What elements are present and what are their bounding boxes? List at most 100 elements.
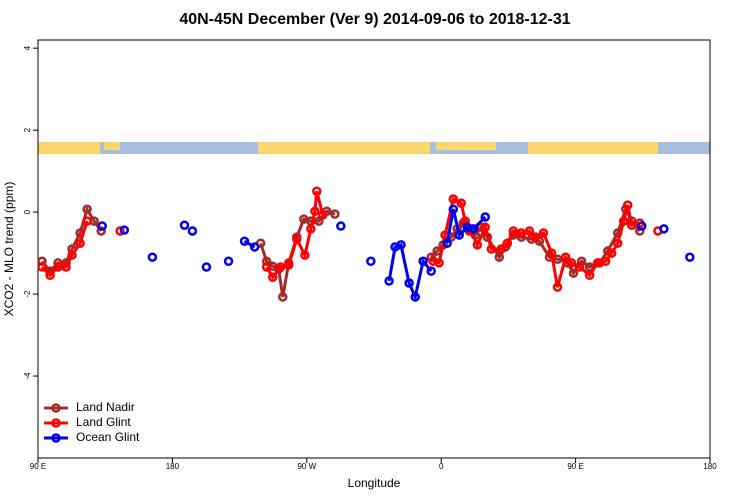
data-point [261, 262, 272, 272]
data-point [147, 252, 158, 262]
y-tick-label: 4 [23, 45, 32, 50]
data-point [552, 282, 563, 292]
data-point [37, 262, 47, 272]
legend-marker [51, 403, 61, 413]
data-point [659, 224, 669, 234]
data-point [396, 240, 406, 250]
data-point [600, 256, 611, 267]
data-point [448, 194, 459, 204]
series-line [42, 191, 658, 287]
data-point [618, 216, 629, 226]
data-point [336, 221, 346, 231]
data-point [524, 226, 535, 236]
data-point [448, 204, 459, 214]
data-point [612, 238, 623, 249]
data-point [82, 216, 92, 226]
data-point [275, 262, 286, 272]
data-point [82, 204, 92, 214]
data-point [96, 226, 106, 236]
data-point [454, 230, 465, 240]
data-point [306, 224, 316, 234]
data-point [612, 228, 623, 238]
data-point [480, 222, 491, 233]
data-point [201, 262, 212, 272]
data-point [292, 234, 302, 244]
data-point [119, 225, 130, 235]
data-point [187, 226, 198, 236]
data-point [75, 238, 85, 249]
data-point [434, 258, 444, 268]
legend-label: Ocean Glint [76, 430, 140, 444]
data-point [538, 228, 549, 238]
x-tick-label: 90 E [30, 462, 46, 471]
data-point [249, 242, 260, 252]
data-point [426, 266, 436, 276]
data-point [366, 256, 376, 267]
chart-title: 40N-45N December (Ver 9) 2014-09-06 to 2… [179, 11, 570, 28]
x-tick-label: 0 [439, 462, 444, 471]
data-point [318, 210, 328, 220]
data-point [606, 248, 617, 258]
y-tick-label: -2 [23, 290, 32, 298]
data-point [592, 258, 603, 268]
data-point [330, 209, 340, 219]
data-point [482, 232, 493, 242]
data-point [115, 226, 125, 236]
legend-label: Land Glint [76, 415, 131, 429]
data-point [432, 246, 442, 256]
data-point [312, 186, 322, 196]
data-point [283, 260, 294, 270]
data-point [384, 276, 394, 286]
data-point [440, 230, 450, 240]
data-point [67, 250, 77, 260]
data-point [480, 212, 491, 222]
data-point [61, 262, 71, 272]
data-point [261, 256, 272, 267]
plot-frame [37, 39, 711, 459]
data-point [584, 270, 595, 280]
data-point [530, 232, 541, 242]
data-point [496, 244, 507, 254]
data-point [278, 292, 288, 302]
y-axis-label: XCO2 - MLO trend (ppm) [2, 182, 16, 317]
data-point [626, 220, 637, 230]
legend-marker [51, 433, 61, 443]
data-point [622, 200, 633, 210]
x-tick-label: 90 E [567, 462, 583, 471]
data-point [239, 236, 250, 246]
data-point [410, 292, 420, 302]
data-point [300, 250, 310, 260]
data-point [494, 252, 505, 262]
x-axis-label: Longitude [348, 476, 401, 490]
data-point [546, 248, 557, 258]
data-point [268, 272, 278, 283]
data-point [637, 221, 647, 231]
data-point [502, 238, 513, 249]
x-tick-label: 180 [703, 462, 717, 471]
data-point [568, 268, 579, 278]
data-point [574, 262, 585, 272]
data-point [442, 238, 452, 249]
legend-label: Land Nadir [76, 400, 135, 414]
data-point [472, 240, 483, 250]
data-point [75, 228, 85, 238]
data-point [310, 206, 320, 217]
data-point [486, 244, 497, 254]
data-point [45, 270, 55, 280]
data-point [37, 256, 47, 267]
legend-marker [51, 418, 61, 428]
data-point [404, 278, 414, 288]
y-tick-label: 0 [23, 209, 32, 214]
data-point [560, 252, 571, 262]
data-point [223, 256, 234, 267]
data-point [179, 220, 190, 230]
data-point [685, 252, 695, 262]
data-point [97, 221, 107, 231]
data-point [566, 258, 577, 268]
data-point [456, 198, 466, 208]
data-point [508, 226, 519, 236]
x-tick-label: 90 W [297, 462, 316, 471]
data-point [516, 228, 527, 238]
